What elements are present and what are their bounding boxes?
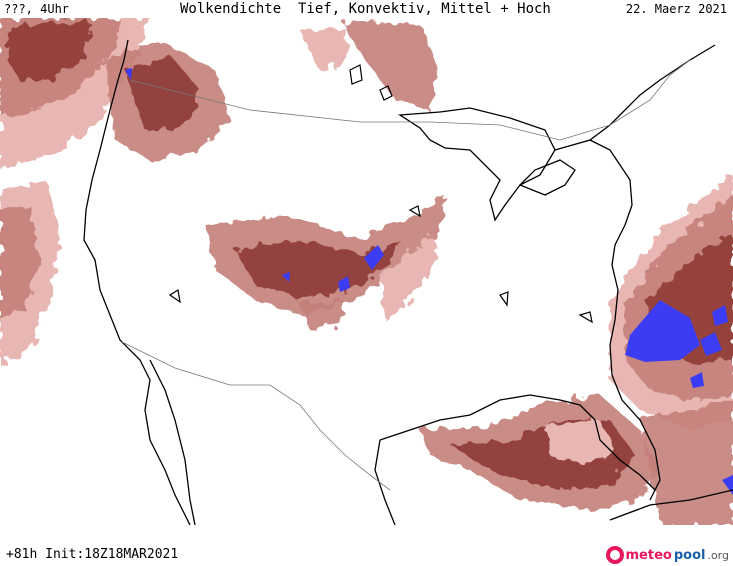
meteopool-logo[interactable]: meteo pool .org <box>605 546 729 564</box>
logo-text-meteo: meteo <box>625 547 672 563</box>
cloud-band-central-plains <box>205 195 445 330</box>
logo-text-org: .org <box>707 548 729 562</box>
coastlines <box>83 39 733 525</box>
lake-outlines <box>168 64 593 324</box>
model-run-label: +81h Init:18Z18MAR2021 <box>6 547 179 562</box>
cloud-field-northwest <box>0 18 150 365</box>
country-borders <box>121 59 691 491</box>
meteopool-logo-icon <box>605 546 624 564</box>
cloud-cover-map <box>0 18 733 525</box>
map-title: Wolkendichte Tief, Konvektiv, Mittel + H… <box>180 1 551 17</box>
valid-day-label: ???, 4Uhr <box>4 2 70 16</box>
cloud-field-pacific-coast <box>105 40 230 160</box>
logo-text-pool: pool <box>673 547 706 563</box>
cloud-field-gulf <box>420 395 733 525</box>
cloud-field-canada <box>300 20 440 110</box>
valid-date: 22. Maerz 2021 <box>625 2 727 16</box>
convective-cells <box>125 68 733 495</box>
